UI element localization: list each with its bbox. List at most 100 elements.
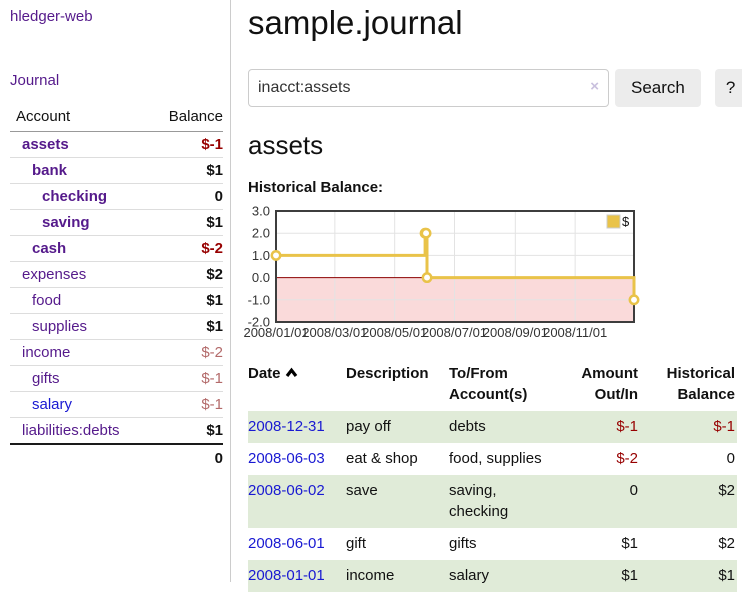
col-date[interactable]: Date bbox=[248, 360, 346, 411]
account-balance: $1 bbox=[147, 313, 223, 340]
account-row: assets $-1 bbox=[10, 131, 223, 158]
accounts-header-row: Account Balance bbox=[10, 104, 223, 132]
svg-text:3.0: 3.0 bbox=[252, 204, 270, 219]
account-balance: $1 bbox=[147, 287, 223, 314]
register-row: 2008-06-01 gift gifts $1 $2 bbox=[248, 528, 737, 560]
help-button[interactable]: ? bbox=[714, 69, 742, 107]
register-accounts: gifts bbox=[449, 535, 477, 552]
account-link[interactable]: assets bbox=[22, 136, 69, 153]
register-row: 2008-01-01 income salary $1 $1 bbox=[248, 559, 737, 592]
brand-link[interactable]: hledger-web bbox=[10, 8, 93, 25]
sidebar: hledger-web Journal Account Balance asse… bbox=[0, 0, 231, 582]
accounts-total-value: 0 bbox=[147, 443, 223, 472]
account-link[interactable]: gifts bbox=[32, 370, 60, 387]
account-balance: $-1 bbox=[147, 365, 223, 392]
svg-text:2008/05/01: 2008/05/01 bbox=[362, 325, 427, 340]
sort-asc-icon bbox=[285, 367, 297, 377]
search-button[interactable]: Search bbox=[615, 69, 701, 107]
account-link[interactable]: salary bbox=[32, 396, 73, 413]
register-amount: $-2 bbox=[616, 449, 638, 467]
accounts-table: Account Balance assets $-1 bank $1 check… bbox=[10, 104, 223, 472]
svg-text:2008/03/01: 2008/03/01 bbox=[302, 325, 367, 340]
register-amount: $1 bbox=[621, 535, 638, 552]
clear-search-icon[interactable]: × bbox=[590, 78, 599, 95]
svg-text:2.0: 2.0 bbox=[252, 226, 270, 241]
account-balance: $1 bbox=[206, 422, 223, 439]
account-balance: $1 bbox=[147, 157, 223, 184]
account-balance: $2 bbox=[147, 261, 223, 288]
register-accounts: food, supplies bbox=[449, 449, 542, 467]
account-row: salary $-1 bbox=[10, 391, 223, 418]
svg-text:2008/11/01: 2008/11/01 bbox=[543, 325, 607, 340]
account-balance: $-2 bbox=[147, 235, 223, 262]
col-date-label: Date bbox=[248, 365, 281, 382]
account-link[interactable]: food bbox=[32, 292, 62, 309]
main-content: sample.journal × Search ? assets Histori… bbox=[243, 0, 742, 592]
account-balance: $-2 bbox=[147, 339, 223, 366]
register-amount: 0 bbox=[629, 481, 638, 499]
account-balance: $1 bbox=[147, 209, 223, 236]
col-balance: Historical Balance bbox=[666, 365, 735, 403]
register-accounts: saving, checking bbox=[449, 481, 509, 521]
account-row: gifts $-1 bbox=[10, 365, 223, 392]
svg-text:0.0: 0.0 bbox=[252, 270, 270, 285]
register-amount: $1 bbox=[621, 566, 638, 584]
accounts-header-account: Account bbox=[10, 104, 148, 132]
account-heading: assets bbox=[248, 130, 324, 160]
account-row: checking 0 bbox=[10, 183, 223, 210]
account-link[interactable]: liabilities:debts bbox=[22, 422, 120, 439]
register-amount: $-1 bbox=[616, 418, 638, 435]
account-row: food $1 bbox=[10, 287, 223, 314]
register-accounts: debts bbox=[449, 418, 486, 435]
account-row: income $-2 bbox=[10, 339, 223, 366]
register-date-link[interactable]: 2008-06-01 bbox=[248, 535, 325, 552]
register-balance: $1 bbox=[718, 566, 735, 584]
register-row: 2008-06-02 save saving, checking 0 $2 bbox=[248, 474, 737, 528]
account-row: liabilities:debts $1 bbox=[10, 418, 223, 445]
col-amount: Amount Out/In bbox=[581, 365, 638, 403]
register-header-row: Date Description To/From Account(s) Amou… bbox=[248, 360, 737, 411]
search-input[interactable] bbox=[248, 69, 609, 107]
accounts-header-balance: Balance bbox=[147, 104, 223, 132]
col-accounts: To/From Account(s) bbox=[449, 365, 528, 403]
account-link[interactable]: expenses bbox=[22, 266, 87, 283]
register-description: save bbox=[346, 481, 378, 499]
account-link[interactable]: saving bbox=[42, 214, 90, 231]
col-description: Description bbox=[346, 365, 429, 382]
account-row: bank $1 bbox=[10, 157, 223, 184]
register-date-link[interactable]: 2008-06-02 bbox=[248, 481, 325, 499]
register-balance: $-1 bbox=[713, 418, 735, 435]
page-title: sample.journal bbox=[248, 4, 463, 41]
balance-chart-svg: $3.0 2.0 1.0 0.0 -1.0 -2.02008/01/012008/03/0… bbox=[243, 204, 640, 340]
register-balance: $2 bbox=[718, 535, 735, 552]
account-link[interactable]: supplies bbox=[32, 318, 88, 335]
svg-text:2008/09/01: 2008/09/01 bbox=[483, 325, 548, 340]
svg-text:1.0: 1.0 bbox=[252, 248, 270, 263]
account-balance: 0 bbox=[147, 183, 223, 210]
register-date-link[interactable]: 2008-06-03 bbox=[248, 449, 325, 467]
register-row: 2008-12-31 pay off debts $-1 $-1 bbox=[248, 411, 737, 443]
sidebar-item-journal[interactable]: Journal bbox=[10, 72, 60, 89]
search-box: × bbox=[248, 69, 609, 107]
register-table: Date Description To/From Account(s) Amou… bbox=[248, 360, 737, 592]
register-balance: $2 bbox=[718, 481, 735, 499]
svg-text:2008/01/01: 2008/01/01 bbox=[243, 325, 308, 340]
register-accounts: salary bbox=[449, 566, 490, 584]
account-link[interactable]: checking bbox=[42, 188, 108, 205]
account-link[interactable]: cash bbox=[32, 240, 67, 257]
account-row: supplies $1 bbox=[10, 313, 223, 340]
register-date-link[interactable]: 2008-12-31 bbox=[248, 418, 325, 435]
register-description: income bbox=[346, 566, 395, 584]
register-description: eat & shop bbox=[346, 449, 418, 467]
balance-chart: $3.0 2.0 1.0 0.0 -1.0 -2.0 2008/01/01 2008/03/0… bbox=[243, 204, 740, 346]
account-link[interactable]: bank bbox=[32, 162, 68, 179]
register-date-link[interactable]: 2008-01-01 bbox=[248, 566, 325, 584]
account-row: cash $-2 bbox=[10, 235, 223, 262]
register-balance: 0 bbox=[726, 449, 735, 467]
svg-text:-1.0: -1.0 bbox=[248, 292, 270, 307]
svg-text:-2.0: -2.0 bbox=[248, 315, 270, 330]
search-form: × Search ? bbox=[248, 69, 742, 107]
svg-text:2008/07/01: 2008/07/01 bbox=[422, 325, 487, 340]
account-link[interactable]: income bbox=[22, 344, 71, 361]
account-row: saving $1 bbox=[10, 209, 223, 236]
